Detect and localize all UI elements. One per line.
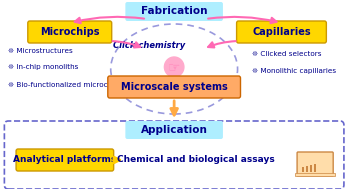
Text: ❊ Microstructures: ❊ Microstructures [8, 48, 73, 54]
Text: ❊ Monolithic capillaries: ❊ Monolithic capillaries [252, 68, 336, 74]
Text: ❊ In-chip monoliths: ❊ In-chip monoliths [8, 64, 79, 70]
Bar [295, 173, 335, 176]
Text: ❊ Bio-functionalized microchips: ❊ Bio-functionalized microchips [8, 82, 123, 88]
FancyBboxPatch shape [237, 21, 326, 43]
Bar [302, 167, 304, 172]
Text: Chemical and biological assays: Chemical and biological assays [117, 156, 274, 164]
Text: Fabrication: Fabrication [141, 6, 208, 16]
Bar [310, 164, 312, 172]
Text: Click chemistry: Click chemistry [112, 42, 185, 50]
Text: Analytical platforms: Analytical platforms [13, 156, 116, 164]
Text: Application: Application [141, 125, 208, 135]
Text: Microscale systems: Microscale systems [121, 82, 227, 92]
FancyBboxPatch shape [297, 152, 333, 176]
Text: ☞: ☞ [168, 60, 180, 74]
Bar [314, 163, 316, 172]
FancyBboxPatch shape [125, 2, 223, 21]
Text: Microchips: Microchips [40, 27, 99, 37]
FancyBboxPatch shape [108, 76, 241, 98]
Bar [306, 166, 308, 172]
FancyBboxPatch shape [125, 121, 223, 139]
FancyBboxPatch shape [16, 149, 114, 171]
Text: Capillaries: Capillaries [252, 27, 311, 37]
Circle shape [164, 57, 184, 77]
Text: ❊ Clicked selectors: ❊ Clicked selectors [252, 51, 322, 57]
FancyBboxPatch shape [28, 21, 112, 43]
